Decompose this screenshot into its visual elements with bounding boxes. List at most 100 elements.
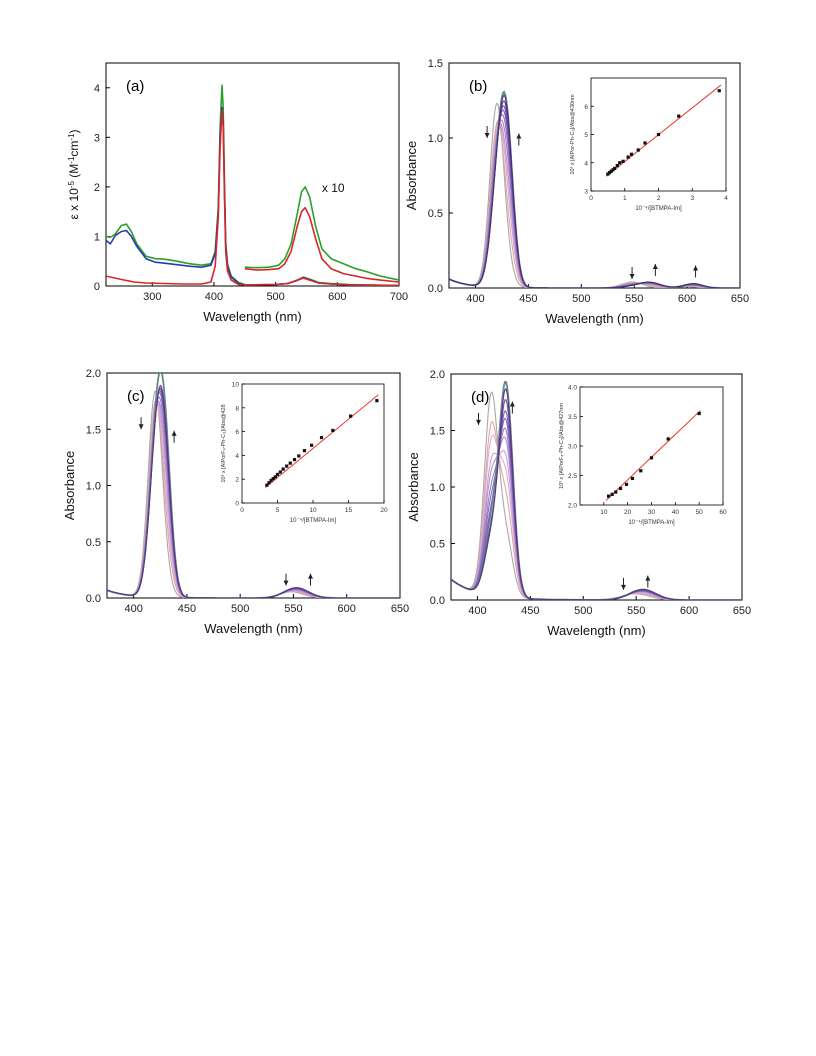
x-axis-label: Wavelength (nm) — [547, 623, 646, 638]
inset-y-tick-label: 4.0 — [568, 385, 577, 392]
spectrum-line-0 — [449, 102, 740, 288]
plot-area — [107, 373, 400, 598]
y-tick-label: 0 — [94, 281, 100, 293]
inset-y-tick-label: 6 — [584, 104, 588, 111]
inset-fit-line — [605, 410, 701, 501]
panel-label: (d) — [471, 389, 489, 406]
inset-y-axis-label: 10³ x [AlPorF₄-Ph-C₃]/Abs@427nm — [559, 403, 565, 489]
inset-x-axis-label: 10⁻⁴/[BTMPA-Im] — [635, 205, 682, 212]
inset-y-tick-label: 3 — [584, 189, 588, 196]
inset-x-tick-label: 15 — [345, 507, 353, 514]
y-tick-label: 2.0 — [430, 369, 445, 381]
panel-label: (b) — [469, 78, 487, 95]
x-tick-label: 650 — [731, 293, 749, 305]
x-tick-label: 600 — [338, 603, 356, 615]
plot-area — [106, 84, 399, 286]
inset-data-point — [615, 163, 619, 168]
inset-y-tick-label: 2.0 — [568, 503, 577, 510]
inset-data-point — [309, 443, 314, 447]
x-tick-label: 400 — [468, 605, 486, 617]
inset-data-point — [275, 472, 280, 477]
y-tick-label: 2.0 — [86, 368, 101, 380]
series-line-5 — [106, 109, 245, 286]
y-tick-label: 2 — [94, 182, 100, 194]
inset-data-point — [265, 483, 269, 487]
inset-x-tick-label: 40 — [672, 509, 680, 516]
inset-y-tick-label: 6 — [235, 429, 239, 436]
y-axis-label: Absorbance — [406, 452, 421, 521]
inset-data-point — [610, 492, 614, 496]
inset-data-point — [271, 477, 275, 481]
inset-data-point — [717, 89, 721, 93]
x-tick-label: 600 — [328, 291, 346, 303]
x-tick-label: 450 — [519, 293, 537, 305]
x-tick-label: 650 — [733, 605, 751, 617]
inset-data-point — [607, 171, 612, 175]
inset-data-point — [292, 457, 297, 462]
inset-x-tick-label: 3 — [690, 195, 694, 202]
x-tick-label: 650 — [391, 603, 409, 615]
x-tick-label: 700 — [390, 291, 408, 303]
inset-data-point — [630, 476, 635, 481]
inset-chart-1: 0 1 2 3 4 3 4 5 6 10⁻⁴/[BTMPA-Im] 10³ x [AlPor-Ph-… — [570, 77, 728, 212]
inset-y-tick-label: 5 — [584, 132, 588, 139]
inset-data-point — [621, 159, 625, 163]
inset-data-point — [331, 428, 335, 433]
inset-data-point — [267, 481, 271, 485]
inset-data-point — [697, 411, 701, 416]
y-tick-label: 0.5 — [428, 208, 443, 220]
y-tick-label: 1.5 — [86, 424, 101, 436]
inset-data-point — [624, 482, 629, 486]
arrow-head-icon — [629, 274, 635, 279]
inset-data-point — [649, 456, 654, 460]
y-tick-label: 1.5 — [430, 426, 445, 438]
inset-y-tick-label: 2 — [235, 477, 239, 484]
plot-area — [451, 380, 742, 600]
inset-data-point — [629, 152, 634, 156]
inset-y-tick-label: 4 — [584, 160, 588, 167]
inset-y-axis-label: 10³ x [AlPorF₄-Ph-C₃]/Abs@428 — [221, 404, 227, 482]
inset-y-tick-label: 3.0 — [568, 444, 577, 451]
y-tick-label: 1.0 — [428, 133, 443, 145]
inset-x-tick-label: 0 — [240, 507, 244, 514]
inset-data-point — [375, 399, 379, 403]
chart-panel-1: 400 450 500 550 600 6500.00.51.01.5Wavelength… — [404, 58, 749, 326]
inset-y-tick-label: 0 — [235, 501, 239, 508]
inset-data-point — [611, 168, 615, 172]
inset-fit-line — [605, 84, 722, 177]
y-tick-label: 1.5 — [428, 58, 443, 70]
inset-x-tick-label: 5 — [276, 507, 280, 514]
inset-data-point — [618, 486, 623, 491]
chart-panel-0: 300 400 500 600 700 0 1 2 3 4 Wavelength (nm) ε x 1… — [67, 62, 408, 324]
arrow-head-icon — [476, 419, 482, 425]
inset-data-point — [666, 437, 670, 441]
arrow-head-icon — [308, 573, 314, 579]
x-tick-label: 500 — [231, 603, 249, 615]
inset-data-point — [639, 469, 643, 473]
y-tick-label: 0.5 — [430, 539, 445, 551]
arrow-head-icon — [171, 430, 177, 436]
arrow-head-icon — [516, 133, 522, 139]
inset-frame — [579, 386, 724, 506]
x-tick-label: 300 — [143, 291, 161, 303]
inset-x-tick-label: 1 — [623, 195, 627, 202]
y-axis-label: ε x 10-5 (M-1cm-1) — [67, 129, 82, 219]
spectrum-line-10 — [449, 94, 740, 288]
inset-y-tick-label: 3.5 — [568, 414, 577, 421]
chart-panel-3: 400 450 500 550 600 650 0.0 0.5 1.0 1.5 2.0 Wavelen… — [406, 369, 751, 638]
spectrum-line-10 — [451, 388, 742, 600]
inset-x-tick-label: 2 — [657, 195, 661, 202]
arrow-head-icon — [484, 133, 490, 138]
y-tick-label: 4 — [94, 83, 100, 95]
inset-data-point — [269, 478, 273, 482]
inset-x-axis-label: 10⁻⁴/[BTMPA-Im] — [628, 519, 675, 526]
inset-x-tick-label: 50 — [696, 509, 704, 516]
inset-x-tick-label: 20 — [624, 509, 632, 516]
x-tick-label: 500 — [572, 293, 590, 305]
x-tick-label: 400 — [466, 293, 484, 305]
inset-data-point — [607, 494, 611, 498]
plot-frame — [105, 62, 400, 287]
x-axis-label: Wavelength (nm) — [203, 309, 302, 324]
inset-y-tick-label: 10 — [232, 382, 240, 389]
inset-data-point — [609, 169, 613, 173]
